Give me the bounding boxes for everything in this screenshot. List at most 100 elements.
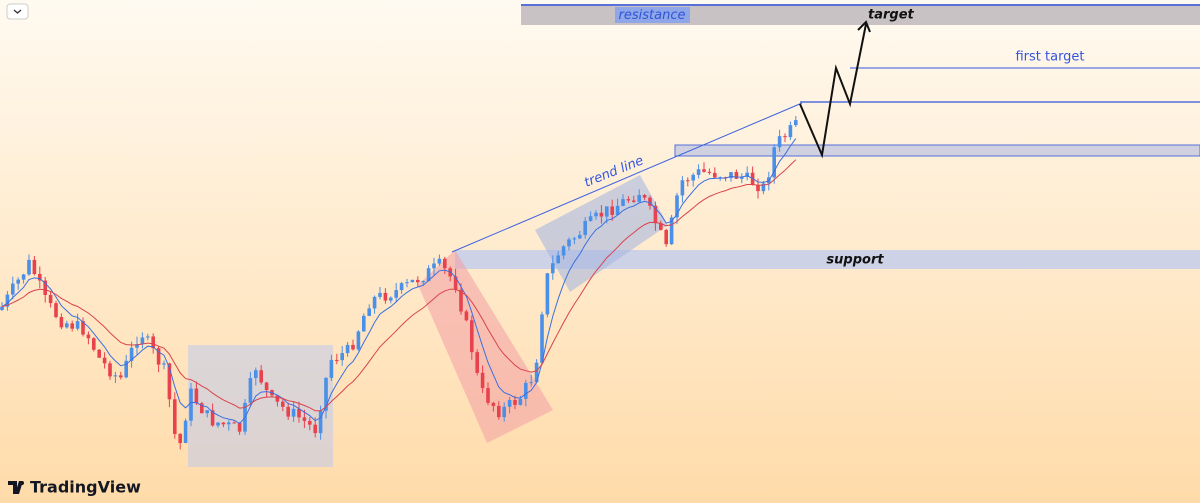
candle-body <box>178 433 182 444</box>
candles <box>0 115 798 450</box>
candle-body <box>221 422 226 425</box>
candle-body <box>281 401 285 407</box>
candle-body <box>216 422 220 426</box>
top-button[interactable] <box>6 3 29 20</box>
candle-body <box>351 344 355 350</box>
candle-body <box>772 147 776 178</box>
candle-body <box>410 279 415 283</box>
candle-body <box>696 169 701 175</box>
candle-body <box>313 424 317 434</box>
candle-body <box>0 306 4 310</box>
candle-body <box>567 239 571 247</box>
candle-body <box>156 348 161 365</box>
candle-body <box>5 294 10 307</box>
candle-body <box>421 281 425 283</box>
candle-body <box>21 274 26 280</box>
candle-body <box>794 120 798 126</box>
candle-body <box>470 320 474 353</box>
candle-body <box>16 279 20 284</box>
candle-body <box>264 382 269 391</box>
candle-body <box>11 283 15 295</box>
chevron-icon <box>13 9 22 14</box>
range-box <box>188 345 333 467</box>
candle-body <box>372 296 377 309</box>
candle-body <box>594 212 598 217</box>
candle-body <box>729 172 733 179</box>
candle-body <box>507 400 512 407</box>
candle-body <box>291 408 296 417</box>
candle-body <box>734 172 739 179</box>
candle-body <box>59 317 64 328</box>
candle-body <box>502 406 506 418</box>
brand-icon <box>8 481 23 494</box>
candle-body <box>486 388 490 403</box>
candle-body <box>43 280 47 295</box>
candle-body <box>275 395 280 402</box>
candle-body <box>545 273 550 315</box>
candle-body <box>297 408 301 418</box>
candle-body <box>227 422 231 425</box>
candle-body <box>599 212 604 217</box>
candle-body <box>497 405 501 418</box>
candle-body <box>518 398 523 405</box>
candle-body <box>146 336 150 338</box>
candle-body <box>426 268 431 282</box>
candle-body <box>27 259 31 275</box>
candle-body <box>513 400 517 405</box>
candle-body <box>81 321 85 335</box>
candle-body <box>48 294 53 304</box>
candle-body <box>491 402 496 406</box>
candle-body <box>302 417 307 421</box>
trend-line <box>451 102 803 253</box>
candle-body <box>324 377 328 411</box>
candle-body <box>356 331 361 350</box>
candle-body <box>162 363 166 365</box>
candle-body <box>259 370 263 383</box>
candle-body <box>335 360 339 362</box>
candle-body <box>605 206 609 217</box>
candle-body <box>308 420 312 425</box>
projection-path <box>799 23 867 159</box>
candle-body <box>561 246 566 256</box>
candle-body <box>453 276 458 290</box>
candle-body <box>389 297 393 301</box>
collapse-button[interactable] <box>6 3 29 20</box>
resistance-zone <box>521 4 1200 25</box>
candle-body <box>86 334 91 339</box>
candle-body <box>572 238 577 240</box>
candle-body <box>432 263 436 269</box>
candle-body <box>378 292 382 297</box>
candle-body <box>205 410 209 414</box>
candle-body <box>637 195 641 202</box>
candle-body <box>173 399 177 434</box>
candle-body <box>675 195 679 218</box>
candle-body <box>329 360 334 378</box>
brand-logo: TradingView <box>8 478 141 497</box>
candle-body <box>362 315 366 332</box>
candle-body <box>194 388 199 404</box>
candle-body <box>615 205 620 215</box>
candle-body <box>788 125 793 138</box>
candle-body <box>443 258 447 269</box>
candle-body <box>75 321 80 329</box>
candle-body <box>707 171 712 173</box>
breakout-zone <box>674 144 1200 157</box>
candle-body <box>783 136 787 138</box>
target-label: target <box>868 8 915 23</box>
candle-body <box>588 216 593 221</box>
candle-body <box>383 292 388 301</box>
candle-body <box>475 352 479 373</box>
candle-body <box>167 363 172 400</box>
candle-body <box>54 303 58 318</box>
brand-name: TradingView <box>30 478 141 497</box>
candle-body <box>65 323 69 328</box>
candle-body <box>318 410 323 434</box>
candle-body <box>405 282 409 284</box>
candle-body <box>345 344 350 354</box>
slow-moving-average <box>1 159 797 412</box>
candle-body <box>140 337 145 345</box>
fast-moving-average <box>1 138 797 425</box>
candle-body <box>416 279 420 283</box>
resistance-label-box <box>615 7 690 23</box>
